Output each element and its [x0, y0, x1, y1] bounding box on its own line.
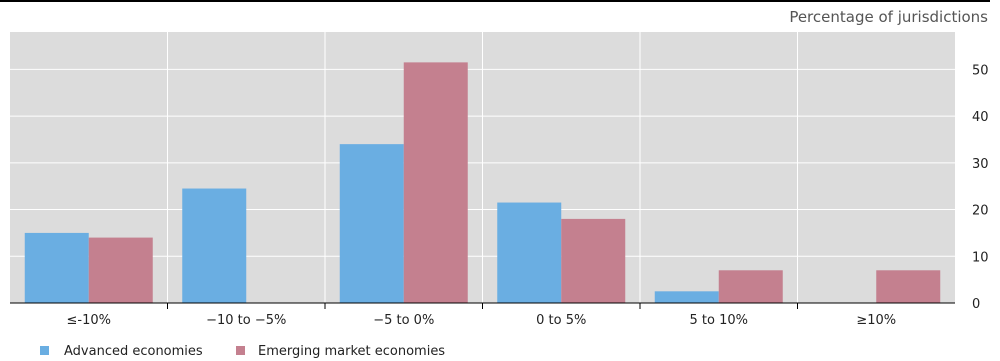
- y-tick-label: 40: [972, 110, 989, 125]
- bar-emerging: [718, 270, 783, 303]
- y-tick-label: 10: [972, 250, 989, 265]
- bar-emerging: [561, 218, 626, 303]
- legend-label-emerging: Emerging market economies: [258, 344, 445, 359]
- y-tick-label: 50: [972, 63, 989, 78]
- bar-advanced: [497, 202, 562, 303]
- x-tick-label: −10 to −5%: [206, 313, 286, 328]
- bar-emerging: [876, 270, 941, 303]
- x-axis: ≤-10% −10 to −5% −5 to 0% 0 to 5% 5 to 10% ≥1…: [67, 303, 896, 328]
- legend-swatch-emerging: [236, 346, 245, 355]
- y-tick-label: 0: [972, 297, 980, 312]
- y-tick-label: 30: [972, 157, 989, 172]
- bar-advanced: [24, 232, 89, 303]
- bar-emerging: [88, 237, 153, 303]
- grid-layer: [10, 32, 955, 303]
- bar-emerging: [403, 62, 468, 303]
- x-tick-label: 0 to 5%: [536, 313, 586, 328]
- bar-advanced: [182, 188, 247, 303]
- unit-label: Percentage of jurisdictions: [789, 8, 988, 26]
- y-tick-label: 20: [972, 204, 989, 219]
- legend-label-advanced: Advanced economies: [64, 344, 203, 359]
- legend: Advanced economies Emerging market econo…: [40, 344, 445, 359]
- x-tick-label: ≥10%: [856, 313, 896, 328]
- y-axis: 0 10 20 30 40 50: [972, 63, 989, 312]
- x-tick-label: 5 to 10%: [690, 313, 748, 328]
- legend-swatch-advanced: [40, 346, 49, 355]
- x-tick-label: ≤-10%: [67, 313, 111, 328]
- x-tick-label: −5 to 0%: [373, 313, 434, 328]
- bar-advanced: [339, 144, 404, 303]
- bars-layer: [24, 62, 941, 303]
- bar-advanced: [654, 291, 719, 303]
